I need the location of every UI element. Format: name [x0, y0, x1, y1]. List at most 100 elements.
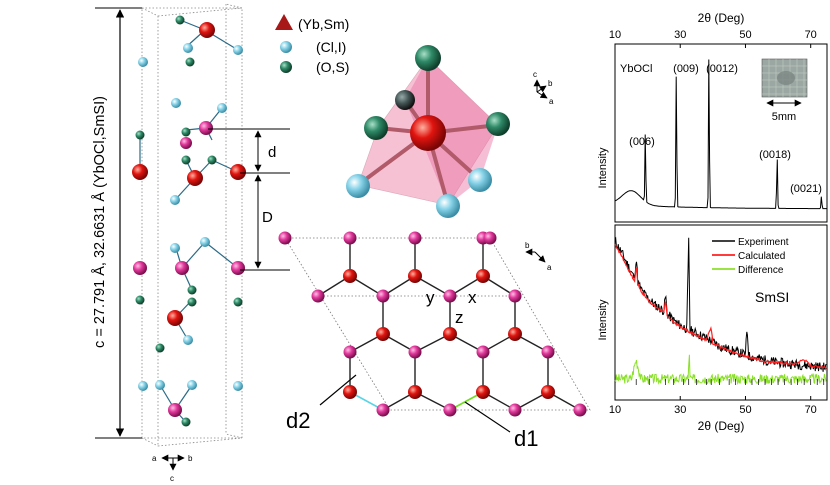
- bragg-tick-marks: [635, 379, 825, 385]
- scale-bar-label: 5mm: [772, 111, 796, 123]
- sm-atom: [443, 289, 457, 303]
- compound-label-smsi: SmSI: [755, 289, 789, 305]
- triangle-icon: [275, 14, 293, 30]
- unit-cell-box: [141, 3, 243, 447]
- o-s-atom: [395, 90, 415, 110]
- sm-atom: [343, 345, 357, 359]
- o-s-atom: [135, 130, 145, 140]
- sm-atom: [168, 403, 182, 417]
- yb-sm-atom: [508, 327, 522, 341]
- o-s-atom: [187, 297, 197, 307]
- sm-atom: [199, 121, 213, 135]
- cl-i-atom: [346, 174, 370, 198]
- o-s-atom: [233, 297, 243, 307]
- yb-sm-atom: [476, 385, 490, 399]
- honeycomb-axes-indicator: b a: [525, 241, 552, 272]
- yb-sm-atom: [410, 115, 446, 151]
- yb-sm-atom: [408, 385, 422, 399]
- sm-atom: [343, 231, 357, 245]
- sphere-icon: [280, 41, 292, 53]
- axis-b-label: b: [188, 454, 193, 463]
- top-x-axis-label: 2θ (Deg): [698, 11, 745, 25]
- fit-legend: Experiment Calculated Difference: [712, 237, 789, 276]
- sm-atom: [476, 345, 490, 359]
- cl-i-atom: [200, 237, 210, 247]
- yb-sm-atom: [199, 22, 215, 38]
- o-s-atom: [415, 45, 441, 71]
- top-xrd-line: [614, 59, 827, 210]
- cl-i-atom: [468, 168, 492, 192]
- legend-label-yb-sm: (Yb,Sm): [298, 16, 349, 32]
- sm-atom: [573, 403, 587, 417]
- sm-atom: [541, 345, 555, 359]
- cl-i-atom: [170, 243, 180, 253]
- sm-atom: [376, 289, 390, 303]
- cl-i-atom: [171, 98, 181, 108]
- x-tick-label: 30: [674, 29, 686, 41]
- yb-sm-atom: [343, 269, 357, 283]
- experiment-line: [614, 236, 827, 372]
- axis-c-label: c: [533, 70, 537, 79]
- peak-label: (0021): [790, 183, 822, 195]
- unit-cell-bonds: [139, 19, 239, 421]
- cl-i-atom: [170, 195, 180, 205]
- cl-i-atom: [138, 381, 148, 391]
- sm-atom: [180, 137, 192, 149]
- crystal-photo: [761, 58, 808, 98]
- d2-pointer: [319, 374, 357, 406]
- legend-calculated: Calculated: [738, 251, 785, 262]
- unit-cell-panel: c = 27.791 Å, 32.6631 Å (YbOCl,SmSI) d D…: [91, 3, 290, 483]
- yb-sm-atom: [132, 164, 148, 180]
- sm-atom: [278, 231, 292, 245]
- sm-atom: [311, 289, 325, 303]
- legend-experiment: Experiment: [738, 237, 789, 248]
- x-tick-label: 10: [609, 404, 621, 416]
- yb-sm-atom: [343, 385, 357, 399]
- o-s-atom: [181, 127, 191, 137]
- unit-cell-atoms: [132, 15, 246, 427]
- D-label: D: [262, 209, 273, 226]
- compound-label-yboc: YbOCl: [620, 63, 652, 75]
- o-s-atom: [185, 57, 195, 67]
- axis-c-label: c: [170, 474, 174, 483]
- polyhedron-axes-indicator: c b a: [533, 70, 554, 106]
- o-s-atom: [175, 15, 185, 25]
- z-label: z: [455, 308, 464, 327]
- cell-axes-indicator: a b c: [152, 454, 193, 483]
- xrd-charts: 2θ (Deg) Intensity YbOCl 10 30 50 70 (006) (…: [597, 11, 828, 433]
- cl-i-atom: [217, 103, 227, 113]
- o-s-atom: [364, 116, 388, 140]
- sm-atom: [483, 231, 497, 245]
- axis-a-label: a: [549, 97, 554, 106]
- axis-a-label: a: [152, 454, 157, 463]
- x-tick-label: 50: [739, 29, 751, 41]
- yb-sm-atom: [376, 327, 390, 341]
- yb-sm-atom: [541, 385, 555, 399]
- x-tick-label: 10: [609, 29, 621, 41]
- x-tick-label: 30: [674, 404, 686, 416]
- peak-label: (0012): [706, 63, 738, 75]
- legend-label-cl-i: (Cl,I): [316, 39, 346, 55]
- bottom-plot-frame: [614, 224, 828, 401]
- bottom-y-axis-label: Intensity: [597, 299, 609, 340]
- peak-label: (0018): [759, 149, 791, 161]
- x-tick-label: 70: [805, 29, 817, 41]
- legend-difference: Difference: [738, 265, 784, 276]
- sm-atom: [508, 403, 522, 417]
- cl-i-atom: [155, 380, 165, 390]
- sphere-icon: [280, 61, 292, 73]
- yb-sm-atom: [187, 170, 203, 186]
- cl-i-atom: [436, 194, 460, 218]
- calculated-line: [614, 244, 827, 370]
- sm-atom: [175, 261, 189, 275]
- sm-atom: [408, 345, 422, 359]
- sm-atom: [376, 403, 390, 417]
- o-s-atom: [181, 155, 191, 165]
- yb-sm-atom: [167, 310, 183, 326]
- top-y-axis-label: Intensity: [597, 147, 609, 188]
- axis-b-label: b: [548, 79, 553, 88]
- polyhedron-model: c b a: [346, 45, 554, 218]
- axis-b-label: b: [525, 241, 530, 250]
- cl-i-atom: [138, 57, 148, 67]
- sm-atom: [508, 289, 522, 303]
